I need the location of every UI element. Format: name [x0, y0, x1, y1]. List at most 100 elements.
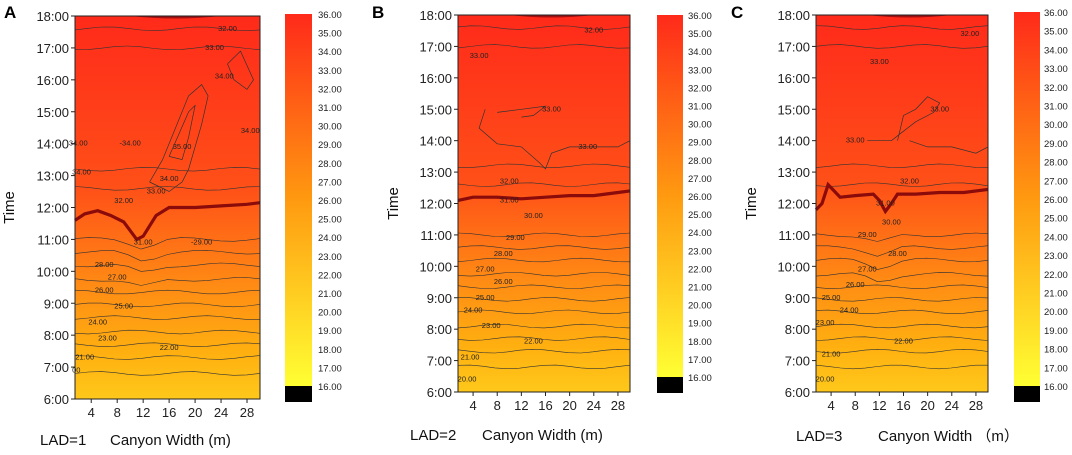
colorbar-label: 25.00 — [688, 210, 712, 221]
y-tick-label: 17:00 — [36, 41, 69, 56]
contour-label: 30.00 — [524, 211, 543, 220]
contour-label: 27.00 — [476, 264, 495, 273]
contour-line — [74, 167, 261, 172]
colorbar-label: 36.00 — [688, 11, 712, 22]
y-tick-label: 13:00 — [777, 165, 810, 180]
contour-label: 32.00 — [961, 29, 980, 38]
y-tick-label: 17:00 — [777, 39, 810, 54]
contour-line — [457, 284, 631, 289]
top-hotspot — [509, 15, 594, 18]
contour-line — [815, 163, 989, 168]
y-tick-label: 16:00 — [419, 71, 452, 86]
x-tick-label: 4 — [88, 405, 95, 420]
colorbar-label: 34.00 — [688, 47, 712, 58]
contour-line — [457, 336, 631, 341]
x-tick-label: 12 — [514, 398, 528, 413]
colorbar-label: 29.00 — [1044, 139, 1068, 150]
y-tick-label: 12:00 — [36, 201, 69, 216]
x-tick-label: 24 — [945, 398, 959, 413]
y-tick-label: 11:00 — [420, 228, 452, 243]
contour-label: 34.00 — [72, 167, 91, 176]
contour-line — [815, 284, 989, 289]
contour-line — [227, 50, 254, 90]
contour-line — [457, 257, 631, 263]
y-tick-label: 15:00 — [777, 102, 810, 117]
contour-label: 32.00 — [584, 26, 603, 35]
contour-label: 23.00 — [482, 321, 501, 330]
colorbar-label: 26.00 — [1044, 195, 1068, 206]
lad-label: LAD=3 — [796, 428, 842, 445]
y-tick-label: 18:00 — [777, 8, 810, 23]
contour-label: 24.00 — [464, 305, 483, 314]
colorbar-label: 16.00 — [1044, 382, 1068, 393]
y-tick-label: 18:00 — [419, 8, 452, 23]
colorbar-label: 35.00 — [318, 29, 342, 40]
x-tick-label: 8 — [852, 398, 859, 413]
y-tick-label: 14:00 — [777, 134, 810, 149]
contour-label: -34.00 — [120, 139, 141, 148]
colorbar-label: 20.00 — [688, 301, 712, 312]
y-tick-label: 16:00 — [777, 71, 810, 86]
colorbar-label: 18.00 — [688, 337, 712, 348]
colorbar-label: 26.00 — [318, 196, 342, 207]
colorbar-label: 32.00 — [1044, 83, 1068, 94]
panel-b: 32.00 33.00 33.00 33.00 32.00 31.00 30.00 29.00… — [372, 3, 712, 444]
x-tick-label: 20 — [562, 398, 576, 413]
x-tick-label: 12 — [872, 398, 886, 413]
contour-label: 34.00 — [69, 139, 88, 148]
contour-label: 30.00 — [882, 217, 901, 226]
colorbar-below-min — [285, 386, 312, 402]
colorbar-label: 36.00 — [1044, 8, 1068, 19]
colorbar-label: 17.00 — [1044, 363, 1068, 374]
y-tick-label: 9:00 — [427, 291, 452, 306]
colorbar-label: 18.00 — [318, 345, 342, 356]
y-tick-label: 8:00 — [785, 322, 810, 337]
colorbar-label: 33.00 — [1044, 64, 1068, 75]
colorbar-label: 25.00 — [1044, 214, 1068, 225]
contour-line — [815, 182, 989, 187]
colorbar-label: 22.00 — [688, 264, 712, 275]
contour-line — [457, 348, 631, 354]
colorbar-below-min — [657, 377, 683, 393]
contour-label: 33.00 — [470, 51, 489, 60]
contour-label: 31.00 — [876, 199, 895, 208]
contour-label: 25.00 — [114, 301, 133, 310]
contour-label: 31.00 — [134, 238, 153, 247]
contour-line — [74, 237, 261, 250]
panel-label: A — [4, 3, 16, 22]
colorbar-label: 32.00 — [318, 84, 342, 95]
colorbar-gradient — [657, 15, 683, 377]
contour-line — [168, 104, 196, 161]
contour-label: 33.00 — [578, 142, 597, 151]
contour-label: 33.00 — [147, 187, 166, 196]
y-tick-label: 15:00 — [36, 105, 69, 120]
colorbar-label: 27.00 — [1044, 176, 1068, 187]
contour-line — [457, 272, 631, 277]
contour-label: -29.00 — [191, 238, 212, 247]
contour-line — [478, 109, 631, 170]
contour-line — [457, 309, 631, 315]
contour-line — [815, 297, 989, 302]
contour-label: 29.00 — [506, 233, 525, 242]
contour-label: 33.00 — [930, 104, 949, 113]
contour-label: 25.00 — [476, 293, 495, 302]
y-tick-label: 9:00 — [785, 291, 810, 306]
contour-label: 33.00 — [542, 104, 561, 113]
contour-line — [815, 232, 989, 242]
contour-line — [815, 348, 989, 354]
contour-line — [74, 45, 261, 51]
x-tick-label: 28 — [611, 398, 625, 413]
contour-label: 28.00 — [494, 249, 513, 258]
x-tick-label: 16 — [896, 398, 910, 413]
contour-line — [74, 277, 261, 286]
colorbar-label: 28.00 — [688, 156, 712, 167]
y-tick-label: 11:00 — [37, 232, 69, 247]
panel-label: B — [372, 3, 384, 22]
colorbar-label: 27.00 — [318, 177, 342, 188]
contour-line — [815, 336, 989, 341]
contour-label: 26.00 — [846, 280, 865, 289]
y-axis-label: Time — [1, 191, 18, 224]
y-tick-label: 6:00 — [785, 385, 810, 400]
colorbar-gradient — [1014, 12, 1040, 386]
